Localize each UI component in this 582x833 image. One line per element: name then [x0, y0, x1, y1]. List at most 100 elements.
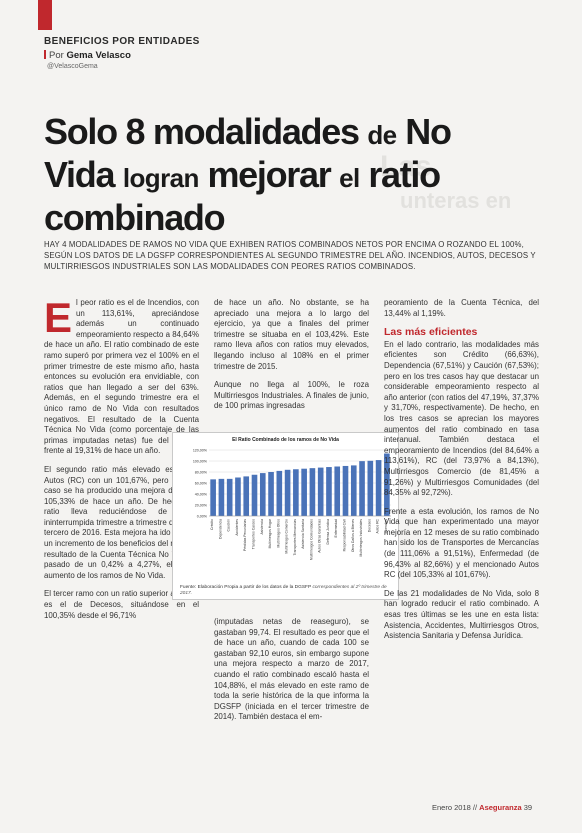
x-tick-label: Crédito [210, 519, 214, 530]
x-tick-label: Decesos [367, 519, 371, 532]
footer-magazine: Aseguranza [479, 803, 522, 812]
x-tick-label: Otros Daños a Bienes [351, 519, 355, 552]
chart-bar [350, 465, 357, 516]
lead-paragraph: Hay 4 modalidades de ramos No Vida que e… [44, 240, 536, 271]
paragraph: (imputadas netas de reaseguro), se gasta… [214, 617, 369, 722]
x-tick-label: Multirriesgos Otros [276, 519, 280, 548]
byline: Por Gema Velasco [44, 50, 131, 61]
headline-part-1: Solo 8 modalidades [44, 111, 360, 152]
background-watermark-text-2: unteras en [400, 188, 512, 213]
paragraph: Frente a esta evolución, los ramos de No… [384, 506, 539, 580]
x-tick-label: Multirriesgos Comercio [285, 519, 289, 554]
chart-source-note: correspondientes al 2º trimestre de 2017… [180, 585, 387, 596]
chart-bar [251, 474, 258, 516]
y-tick-label: 120,00% [193, 449, 208, 453]
section-label: BENEFICIOS POR ENTIDADES [44, 36, 200, 47]
x-tick-label: Multirriesgos Comunidades [309, 519, 313, 560]
chart-bar [235, 477, 241, 516]
headline-part-5: logran [122, 163, 199, 193]
chart-bar [210, 479, 216, 516]
headline: Solo 8 modalidades de No Vida logran mejo… [44, 112, 514, 237]
column-2-top: de hace un año. No obstante, se ha aprec… [214, 298, 369, 420]
chart-bar [334, 466, 341, 516]
chart-bar [226, 478, 233, 516]
red-corner-tab [38, 0, 52, 30]
headline-part-3: No [405, 111, 452, 152]
headline-part-7: el [339, 163, 360, 193]
paragraph: Aunque no llega al 100%, le roza Multirr… [214, 380, 369, 411]
headline-part-4: Vida [44, 154, 115, 195]
background-watermark-text: Las [380, 150, 432, 183]
x-tick-label: Caución [227, 519, 231, 532]
chart-svg: 0,00% 20,00% 40,00% 60,00% 80,00% 100,00% 120,… [193, 449, 391, 560]
chart-bar [317, 467, 324, 516]
page-number: 39 [523, 803, 533, 812]
y-tick-label: 60,00% [195, 482, 208, 486]
x-tick-label: Responsabilidad Civil [343, 519, 347, 552]
x-tick-label: Transportes Mercancías [293, 519, 297, 556]
footer-date: Enero 2018 [432, 803, 471, 812]
chart-bar [218, 478, 225, 516]
x-tick-label: Transportes Cascos [252, 519, 256, 550]
x-tick-label: Enfermedad [334, 519, 338, 538]
chart-source-text: Fuente: Elaboración Propia a partir de l… [180, 585, 312, 590]
chart-figure: El Ratio Combinado de los ramos de No Vi… [172, 432, 399, 600]
x-tick-label: Defensa Jurídica [326, 519, 330, 545]
x-tick-label: Autos Otras Garantías [318, 519, 322, 553]
x-tick-label: Asistencia [260, 519, 264, 535]
x-tick-label: Incendios [384, 519, 388, 534]
y-tick-label: 100,00% [193, 460, 208, 464]
author-handle: @VelascoGema [47, 63, 98, 70]
x-tick-label: Dependencia [218, 519, 222, 539]
chart-bar [375, 460, 382, 516]
chart-bar [276, 470, 283, 516]
headline-part-2: de [367, 120, 397, 150]
paragraph-text: l peor ratio es el de Incendios, con un … [44, 298, 199, 456]
paragraph: peoramiento de la Cuenta Técnica, del 13… [384, 298, 539, 318]
chart-bar [259, 473, 266, 516]
paragraph: El tercer ramo con un ratio superior al … [44, 589, 199, 620]
chart-bar [243, 476, 250, 516]
chart-bar [309, 468, 316, 516]
y-tick-label: 40,00% [195, 493, 208, 497]
chart-bar [359, 461, 365, 516]
column-3: peoramiento de la Cuenta Técnica, del 13… [384, 298, 539, 650]
y-tick-label: 20,00% [195, 504, 208, 508]
chart-bar [268, 472, 274, 516]
chart-bar [284, 469, 291, 516]
y-tick-label: 80,00% [195, 471, 208, 475]
x-tick-label: Asistencia Sanitaria [301, 519, 305, 549]
byline-bar [44, 50, 46, 59]
paragraph: de hace un año. No obstante, se ha aprec… [214, 298, 369, 371]
chart-bar [384, 453, 390, 516]
headline-part-6: mejorar [207, 154, 331, 195]
byline-prefix: Por [49, 50, 64, 61]
chart-bar [293, 469, 299, 516]
chart-bar [301, 468, 307, 516]
page-footer: Enero 2018 // Aseguranza 39 [432, 803, 532, 812]
paragraph: En el lado contrario, las modalidades má… [384, 339, 539, 498]
chart-bar [326, 467, 332, 516]
y-tick-label: 0,00% [197, 515, 208, 519]
paragraph: De las 21 modalidades de No Vida, solo 8… [384, 588, 539, 641]
paragraph: El segundo ratio más elevado es el de Au… [44, 464, 199, 580]
chart-title: El Ratio Combinado de los ramos de No Vi… [232, 437, 339, 443]
headline-part-9: combinado [44, 197, 226, 238]
drop-cap: E [44, 294, 73, 341]
footer-separator: // [472, 803, 478, 812]
x-tick-label: Pérdidas Pecuniarias [243, 519, 247, 551]
x-tick-label: Autos RC [376, 518, 380, 533]
headline-part-8: ratio [368, 154, 441, 195]
subheading: Las más eficientes [384, 326, 478, 339]
chart-bar [342, 465, 349, 516]
x-tick-label: Multirriesgos Hogar [268, 518, 272, 548]
x-tick-label: Accidentes [235, 519, 239, 536]
author-name: Gema Velasco [66, 50, 131, 61]
chart-bar [367, 460, 374, 516]
x-tick-label: Multirriesgos Industriales [359, 519, 363, 557]
chart-source: Fuente: Elaboración Propia a partir de l… [180, 585, 395, 597]
column-2-bottom: (imputadas netas de reaseguro), se gasta… [214, 617, 369, 731]
